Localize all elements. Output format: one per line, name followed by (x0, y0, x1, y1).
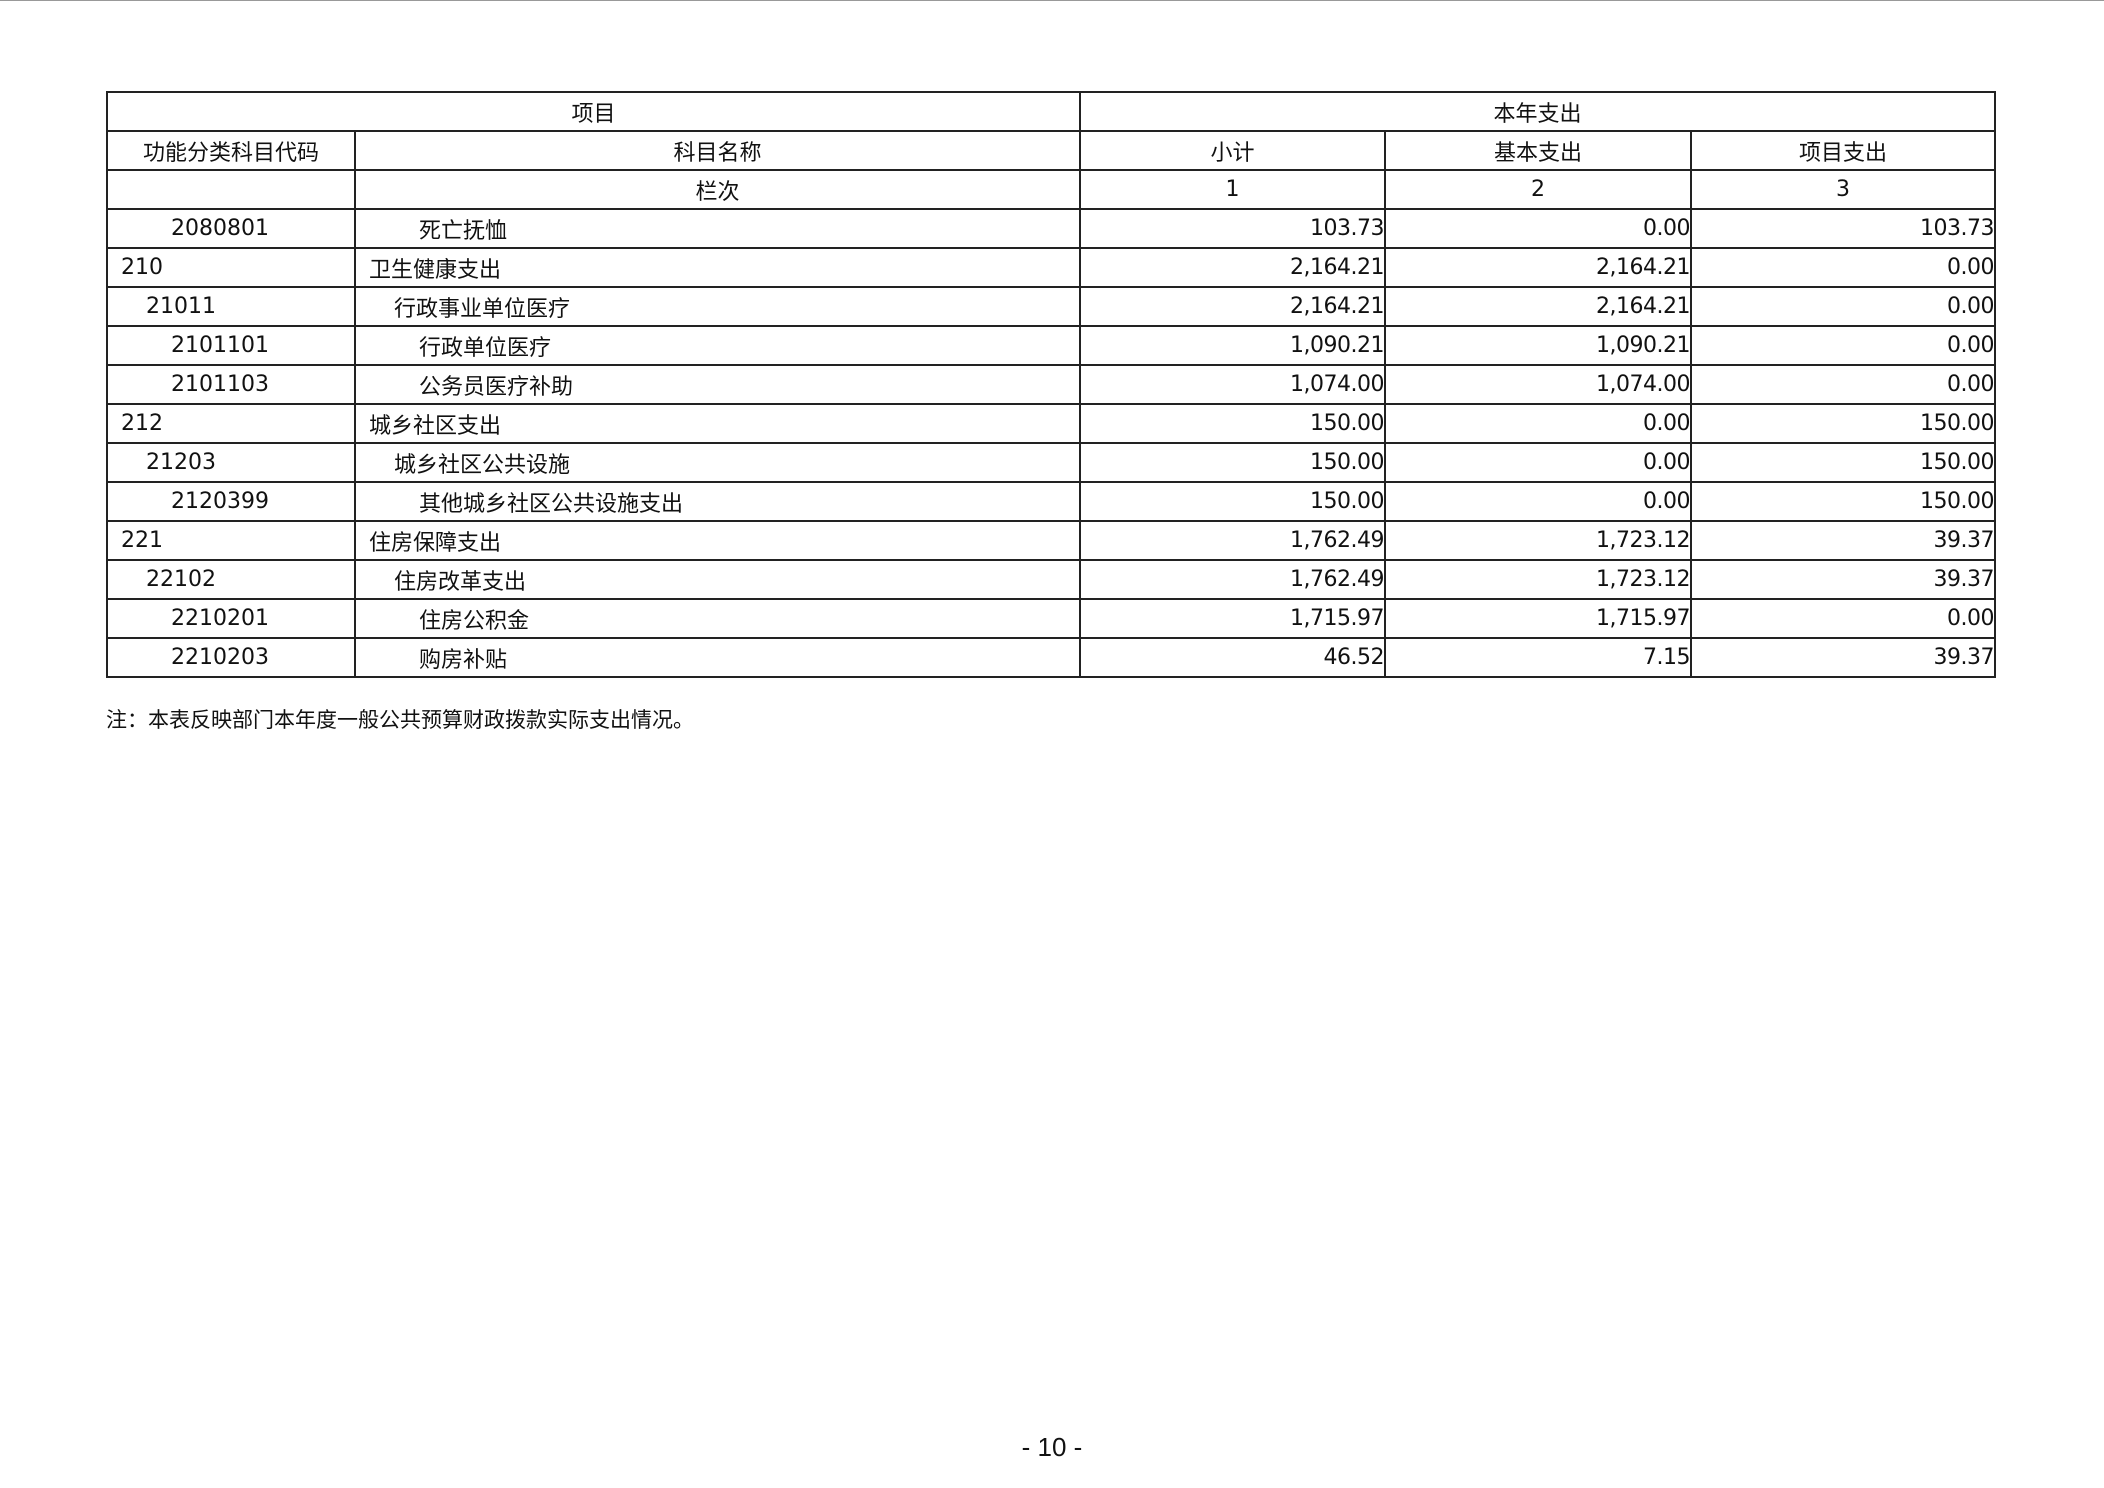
index-1: 1 (1079, 169, 1387, 210)
header-row-columns: 功能分类科目代码 科目名称 小计 基本支出 项目支出 (106, 130, 1997, 171)
table-row: 2210203 购房补贴 46.52 7.15 39.37 (106, 637, 1997, 678)
row-basic: 1,715.97 (1384, 598, 1693, 639)
row-project: 150.00 (1690, 481, 1997, 522)
index-2: 2 (1384, 169, 1693, 210)
row-basic: 0.00 (1384, 208, 1693, 249)
row-code: 221 (106, 520, 356, 561)
table-row: 212 城乡社区支出 150.00 0.00 150.00 (106, 403, 1997, 444)
row-code: 22102 (106, 559, 356, 600)
row-subtotal: 1,762.49 (1079, 520, 1387, 561)
row-basic: 2,164.21 (1384, 247, 1693, 288)
row-code: 210 (106, 247, 356, 288)
table-row: 22102 住房改革支出 1,762.49 1,723.12 39.37 (106, 559, 1997, 600)
row-basic: 1,074.00 (1384, 364, 1693, 405)
table-row: 2101101 行政单位医疗 1,090.21 1,090.21 0.00 (106, 325, 1997, 366)
row-basic: 2,164.21 (1384, 286, 1693, 327)
table-row: 210 卫生健康支出 2,164.21 2,164.21 0.00 (106, 247, 1997, 288)
row-project: 0.00 (1690, 364, 1997, 405)
row-name: 行政事业单位医疗 (353, 286, 1082, 327)
row-basic: 0.00 (1384, 403, 1693, 444)
table-row: 2210201 住房公积金 1,715.97 1,715.97 0.00 (106, 598, 1997, 639)
row-subtotal: 1,090.21 (1079, 325, 1387, 366)
row-project: 39.37 (1690, 637, 1997, 678)
table-row: 2101103 公务员医疗补助 1,074.00 1,074.00 0.00 (106, 364, 1997, 405)
header-item-group: 项目 (105, 91, 1082, 132)
row-name: 公务员医疗补助 (353, 364, 1082, 405)
row-name: 卫生健康支出 (353, 247, 1082, 288)
row-name: 城乡社区公共设施 (353, 442, 1082, 483)
index-empty (106, 169, 356, 210)
row-project: 0.00 (1690, 247, 1997, 288)
row-code: 2101103 (106, 364, 356, 405)
header-expense-group: 本年支出 (1079, 91, 1997, 132)
table-row: 21011 行政事业单位医疗 2,164.21 2,164.21 0.00 (106, 286, 1997, 327)
row-name: 死亡抚恤 (353, 208, 1082, 249)
header-project: 项目支出 (1690, 130, 1997, 171)
row-name: 行政单位医疗 (353, 325, 1082, 366)
row-basic: 7.15 (1384, 637, 1693, 678)
header-name: 科目名称 (353, 130, 1082, 171)
row-project: 39.37 (1690, 559, 1997, 600)
table-row: 221 住房保障支出 1,762.49 1,723.12 39.37 (106, 520, 1997, 561)
table-row: 2080801 死亡抚恤 103.73 0.00 103.73 (106, 208, 1997, 249)
row-subtotal: 1,074.00 (1079, 364, 1387, 405)
row-basic: 1,090.21 (1384, 325, 1693, 366)
row-basic: 0.00 (1384, 481, 1693, 522)
row-project: 39.37 (1690, 520, 1997, 561)
row-name: 其他城乡社区公共设施支出 (353, 481, 1082, 522)
row-project: 0.00 (1690, 286, 1997, 327)
header-basic: 基本支出 (1384, 130, 1693, 171)
row-project: 103.73 (1690, 208, 1997, 249)
header-row-group: 项目 本年支出 (105, 91, 1997, 132)
row-project: 150.00 (1690, 403, 1997, 444)
row-subtotal: 2,164.21 (1079, 286, 1387, 327)
table-row: 2120399 其他城乡社区公共设施支出 150.00 0.00 150.00 (106, 481, 1997, 522)
row-subtotal: 103.73 (1079, 208, 1387, 249)
table-note: 注：本表反映部门本年度一般公共预算财政拨款实际支出情况。 (106, 708, 694, 732)
index-3: 3 (1690, 169, 1997, 210)
row-project: 0.00 (1690, 325, 1997, 366)
row-subtotal: 46.52 (1079, 637, 1387, 678)
row-code: 2080801 (106, 208, 356, 249)
page-top-border (0, 0, 2104, 1)
row-basic: 0.00 (1384, 442, 1693, 483)
row-subtotal: 2,164.21 (1079, 247, 1387, 288)
row-code: 2101101 (106, 325, 356, 366)
row-name: 住房保障支出 (353, 520, 1082, 561)
header-code: 功能分类科目代码 (106, 130, 356, 171)
row-subtotal: 1,715.97 (1079, 598, 1387, 639)
row-code: 21011 (106, 286, 356, 327)
row-code: 2120399 (106, 481, 356, 522)
row-code: 212 (106, 403, 356, 444)
row-subtotal: 150.00 (1079, 403, 1387, 444)
row-subtotal: 150.00 (1079, 481, 1387, 522)
row-name: 住房公积金 (353, 598, 1082, 639)
header-subtotal: 小计 (1079, 130, 1387, 171)
row-project: 150.00 (1690, 442, 1997, 483)
row-project: 0.00 (1690, 598, 1997, 639)
row-name: 城乡社区支出 (353, 403, 1082, 444)
row-subtotal: 150.00 (1079, 442, 1387, 483)
header-row-index: 栏次 1 2 3 (106, 169, 1997, 210)
row-code: 21203 (106, 442, 356, 483)
row-basic: 1,723.12 (1384, 520, 1693, 561)
index-label: 栏次 (353, 169, 1082, 210)
row-code: 2210201 (106, 598, 356, 639)
row-subtotal: 1,762.49 (1079, 559, 1387, 600)
table-row: 21203 城乡社区公共设施 150.00 0.00 150.00 (106, 442, 1997, 483)
row-name: 住房改革支出 (353, 559, 1082, 600)
row-name: 购房补贴 (353, 637, 1082, 678)
expenditure-table: 项目 本年支出 功能分类科目代码 科目名称 小计 基本支出 项目支出 栏次 1 … (105, 91, 1997, 678)
row-code: 2210203 (106, 637, 356, 678)
row-basic: 1,723.12 (1384, 559, 1693, 600)
page-number: - 10 - (1021, 1432, 1083, 1462)
